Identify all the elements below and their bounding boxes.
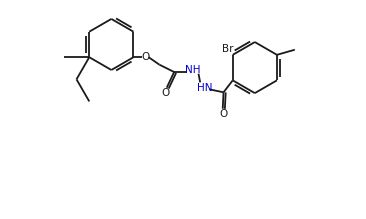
Text: O: O [141,52,149,62]
Text: HN: HN [197,83,212,93]
Text: NH: NH [184,65,200,75]
Text: Br: Br [222,44,234,54]
Text: O: O [220,109,228,119]
Text: O: O [162,88,170,98]
